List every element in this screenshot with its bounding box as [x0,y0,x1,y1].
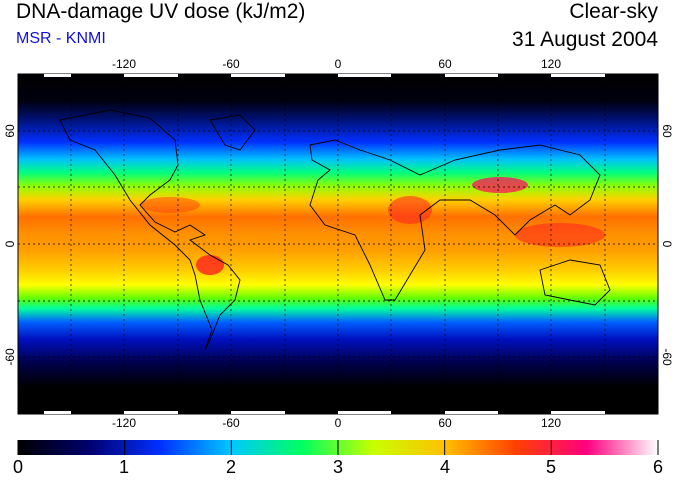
colorbar-label: 5 [545,457,557,477]
colorbar-label: 4 [439,457,451,477]
lat-tick-left: -60 [3,348,17,366]
lat-tick-left: 60 [3,124,17,138]
lon-tick-top: 0 [335,57,342,71]
colorbar-label: 0 [12,457,24,477]
lon-tick-bottom: 60 [438,416,452,430]
lat-tick-left: 0 [3,240,17,247]
arabia-hotspot [388,196,432,224]
tibet-hotspot [472,177,528,193]
graticule [18,74,658,414]
colorbar-label: 6 [652,457,664,477]
lon-tick-bottom: -60 [222,416,240,430]
lon-tick-top: -60 [222,57,240,71]
lon-tick-bottom: 0 [335,416,342,430]
mexico-hotspot [140,197,200,213]
sky-condition: Clear-sky [569,0,658,23]
map-title: DNA-damage UV dose (kJ/m2) [16,0,306,23]
colorbar-ticks [17,440,659,455]
map-source: MSR - KNMI [16,30,106,47]
lat-tick-right: -60 [660,348,674,366]
indonesia-hotspot [515,223,605,247]
lon-tick-bottom: -120 [112,416,136,430]
coastlines [59,109,611,351]
lon-tick-top: 120 [541,57,561,71]
lon-tick-bottom: 120 [541,416,561,430]
map-date: 31 August 2004 [512,28,658,51]
uv-map-field [18,74,658,414]
lat-tick-right: 0 [660,241,674,248]
frame-marks [44,74,605,414]
colorbar-label: 2 [225,457,237,477]
andes-hotspot [196,255,224,275]
lat-tick-right: 60 [660,124,674,138]
lon-tick-top: -120 [112,57,136,71]
colorbar-label: 1 [118,457,130,477]
colorbar-label: 3 [332,457,344,477]
lon-tick-top: 60 [438,57,452,71]
